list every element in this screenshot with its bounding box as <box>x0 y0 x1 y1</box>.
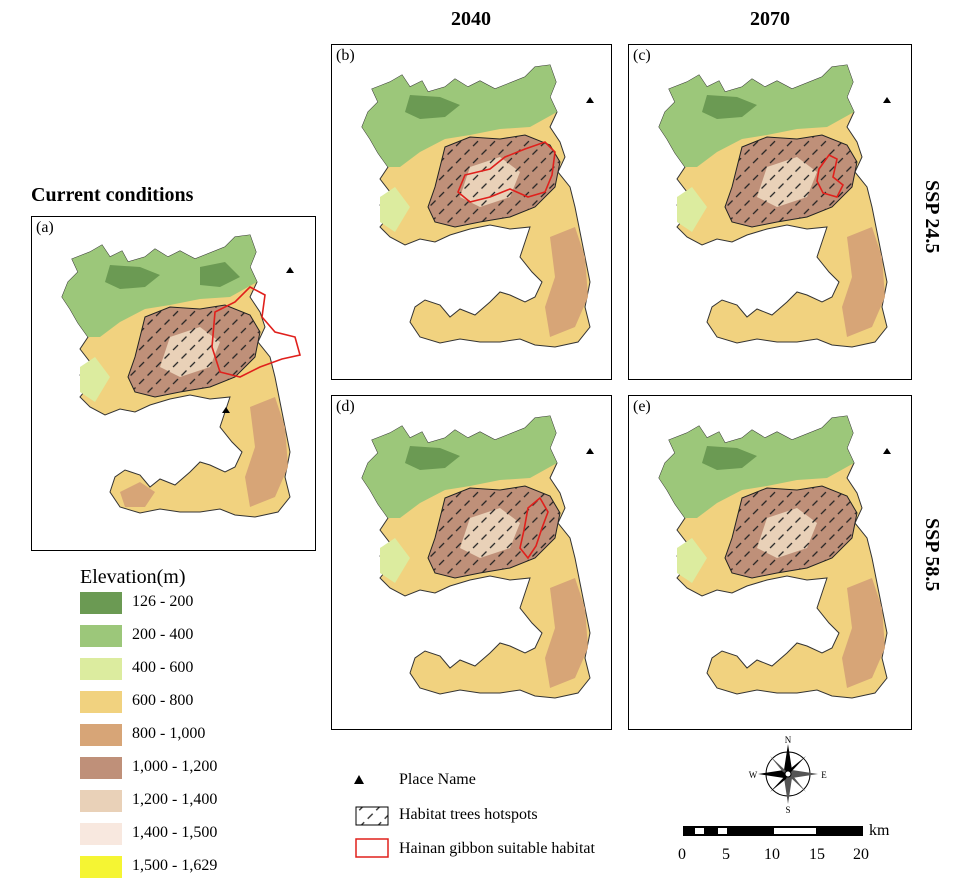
legend-hotspots: Habitat trees hotspots <box>399 806 538 823</box>
legend-label: 800 - 1,000 <box>132 725 206 742</box>
legend-row: 400 - 600 <box>80 658 300 682</box>
legend-swatch <box>80 823 122 845</box>
compass-s: S <box>785 805 790 814</box>
suitable-habitat-outline <box>519 496 549 560</box>
legend-swatch <box>80 658 122 680</box>
suitable-habitat-outline <box>816 153 845 198</box>
legend-label: 126 - 200 <box>132 593 194 610</box>
panel-label-b: (b) <box>336 47 355 64</box>
legend-title: Elevation(m) <box>80 566 186 588</box>
legend-swatch <box>80 691 122 713</box>
legend-swatch <box>80 625 122 647</box>
legend-place-name: Place Name <box>399 771 476 788</box>
legend-suitable-habitat: Hainan gibbon suitable habitat <box>399 840 595 857</box>
legend-row: 600 - 800 <box>80 691 300 715</box>
suitable-habitat-outline <box>457 141 556 203</box>
legend-swatch <box>80 856 122 878</box>
legend-label: 400 - 600 <box>132 659 194 676</box>
legend-row: 1,400 - 1,500 <box>80 823 300 847</box>
map-panel-e: (e) <box>628 395 912 730</box>
compass-icon: N S E W <box>749 735 828 814</box>
suitable-habitat-legend-icon <box>355 838 389 858</box>
map-panel-d: (d) <box>331 395 612 730</box>
panel-label-c: (c) <box>633 47 651 64</box>
lowland-green <box>62 235 257 337</box>
compass-w: W <box>749 770 758 780</box>
current-conditions-title: Current conditions <box>31 184 194 206</box>
legend-row: 1,500 - 1,629 <box>80 856 300 880</box>
legend-label: 200 - 400 <box>132 626 194 643</box>
scale-unit: km <box>869 822 890 839</box>
legend-row: 126 - 200 <box>80 592 300 616</box>
scale-tick-5: 5 <box>722 846 730 863</box>
legend-swatch <box>80 724 122 746</box>
legend-row: 800 - 1,000 <box>80 724 300 748</box>
scale-tick-15: 15 <box>809 846 825 863</box>
column-header-2040: 2040 <box>451 8 491 30</box>
panel-label-e: (e) <box>633 398 651 415</box>
compass-e: E <box>821 770 827 780</box>
map-panel-b: (b) <box>331 44 612 380</box>
map-panel-c: (c) <box>628 44 912 380</box>
legend-row: 1,200 - 1,400 <box>80 790 300 814</box>
legend-label: 600 - 800 <box>132 692 194 709</box>
legend-swatch <box>80 757 122 779</box>
legend-label: 1,400 - 1,500 <box>132 824 218 841</box>
scale-tick-10: 10 <box>764 846 780 863</box>
hotspot-legend-icon <box>355 806 389 826</box>
compass-n: N <box>785 735 792 745</box>
legend-swatch <box>80 790 122 812</box>
panel-label-d: (d) <box>336 398 355 415</box>
scale-tick-20: 20 <box>853 846 869 863</box>
map-panel-a: (a) <box>31 216 316 551</box>
legend-label: 1,200 - 1,400 <box>132 791 218 808</box>
suitable-habitat-outline <box>211 286 301 378</box>
legend-row: 1,000 - 1,200 <box>80 757 300 781</box>
scenario-label-ssp245: SSP 24.5 <box>921 180 943 254</box>
legend-label: 1,500 - 1,629 <box>132 857 218 874</box>
legend-swatch <box>80 592 122 614</box>
scale-tick-0: 0 <box>678 846 686 863</box>
legend-row: 200 - 400 <box>80 625 300 649</box>
place-name-icon <box>354 775 364 784</box>
scenario-label-ssp585: SSP 58.5 <box>921 518 943 592</box>
panel-label-a: (a) <box>36 219 54 236</box>
column-header-2070: 2070 <box>750 8 790 30</box>
scale-bar <box>683 826 863 836</box>
legend-label: 1,000 - 1,200 <box>132 758 218 775</box>
